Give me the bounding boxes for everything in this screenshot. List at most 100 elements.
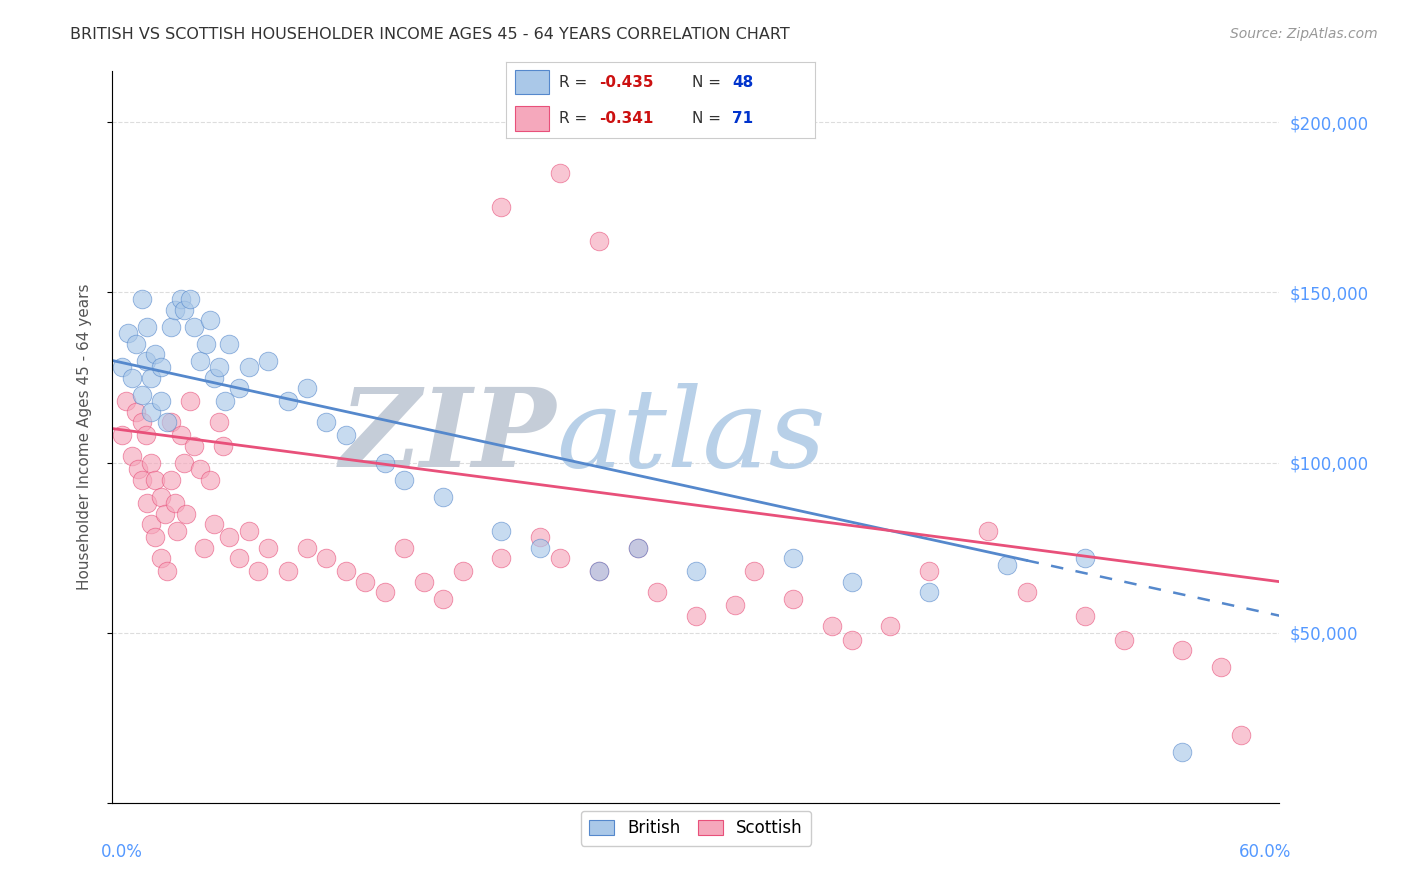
- Point: [548, 550, 571, 565]
- Point: [150, 360, 173, 375]
- Text: R =: R =: [558, 75, 592, 90]
- Point: [150, 394, 173, 409]
- Point: [685, 565, 707, 579]
- Point: [276, 565, 298, 579]
- Point: [173, 456, 195, 470]
- Text: 0.0%: 0.0%: [101, 843, 142, 861]
- Point: [212, 439, 235, 453]
- Point: [394, 541, 416, 555]
- Point: [724, 599, 747, 613]
- Point: [214, 394, 236, 409]
- Text: Source: ZipAtlas.com: Source: ZipAtlas.com: [1230, 27, 1378, 41]
- Point: [588, 565, 610, 579]
- Point: [394, 473, 416, 487]
- Point: [841, 574, 863, 589]
- Point: [276, 394, 298, 409]
- Text: -0.341: -0.341: [599, 111, 654, 126]
- Point: [782, 591, 804, 606]
- Point: [1229, 728, 1251, 742]
- Point: [179, 394, 201, 409]
- Point: [169, 293, 191, 307]
- Bar: [516, 106, 550, 130]
- Point: [588, 565, 610, 579]
- Point: [976, 524, 998, 538]
- Text: atlas: atlas: [555, 384, 825, 491]
- Point: [143, 531, 166, 545]
- Text: 71: 71: [733, 111, 754, 126]
- Point: [918, 585, 941, 599]
- Point: [198, 473, 221, 487]
- Point: [491, 201, 513, 215]
- Point: [1074, 550, 1097, 565]
- Point: [491, 550, 513, 565]
- Point: [627, 541, 650, 555]
- Point: [257, 353, 280, 368]
- Point: [228, 550, 250, 565]
- Point: [141, 404, 163, 418]
- Point: [160, 319, 183, 334]
- Point: [335, 428, 357, 442]
- Point: [169, 428, 191, 442]
- Point: [163, 496, 186, 510]
- Point: [374, 456, 396, 470]
- Point: [238, 524, 260, 538]
- Point: [179, 293, 201, 307]
- Point: [208, 360, 231, 375]
- Point: [228, 381, 250, 395]
- Point: [125, 336, 148, 351]
- Point: [841, 632, 863, 647]
- Point: [135, 353, 157, 368]
- Point: [163, 302, 186, 317]
- Point: [150, 490, 173, 504]
- Point: [150, 550, 173, 565]
- Point: [188, 462, 211, 476]
- Point: [131, 387, 153, 401]
- Point: [173, 302, 195, 317]
- Point: [131, 473, 153, 487]
- Text: 60.0%: 60.0%: [1239, 843, 1291, 861]
- Point: [125, 404, 148, 418]
- Point: [315, 415, 337, 429]
- Point: [354, 574, 377, 589]
- Point: [247, 565, 270, 579]
- Point: [136, 496, 159, 510]
- Point: [218, 531, 240, 545]
- Point: [257, 541, 280, 555]
- Point: [412, 574, 434, 589]
- Point: [202, 516, 225, 531]
- Point: [121, 449, 143, 463]
- Point: [1074, 608, 1097, 623]
- Text: BRITISH VS SCOTTISH HOUSEHOLDER INCOME AGES 45 - 64 YEARS CORRELATION CHART: BRITISH VS SCOTTISH HOUSEHOLDER INCOME A…: [70, 27, 790, 42]
- Point: [194, 336, 217, 351]
- Point: [166, 524, 188, 538]
- Point: [143, 347, 166, 361]
- Point: [627, 541, 650, 555]
- Point: [115, 394, 138, 409]
- Point: [1112, 632, 1135, 647]
- Point: [131, 293, 153, 307]
- Y-axis label: Householder Income Ages 45 - 64 years: Householder Income Ages 45 - 64 years: [77, 284, 91, 591]
- Text: 48: 48: [733, 75, 754, 90]
- Text: N =: N =: [692, 75, 725, 90]
- Point: [188, 353, 211, 368]
- Point: [1171, 745, 1194, 759]
- Point: [183, 319, 205, 334]
- Point: [782, 550, 804, 565]
- Text: -0.435: -0.435: [599, 75, 654, 90]
- Point: [121, 370, 143, 384]
- Point: [218, 336, 240, 351]
- Point: [141, 370, 163, 384]
- Point: [432, 490, 454, 504]
- Point: [111, 360, 134, 375]
- Point: [821, 619, 844, 633]
- Point: [918, 565, 941, 579]
- Point: [135, 428, 157, 442]
- Bar: [516, 70, 550, 95]
- Point: [160, 473, 183, 487]
- Point: [335, 565, 357, 579]
- Point: [176, 507, 198, 521]
- Point: [183, 439, 205, 453]
- Point: [995, 558, 1018, 572]
- Point: [548, 166, 571, 180]
- Point: [529, 531, 551, 545]
